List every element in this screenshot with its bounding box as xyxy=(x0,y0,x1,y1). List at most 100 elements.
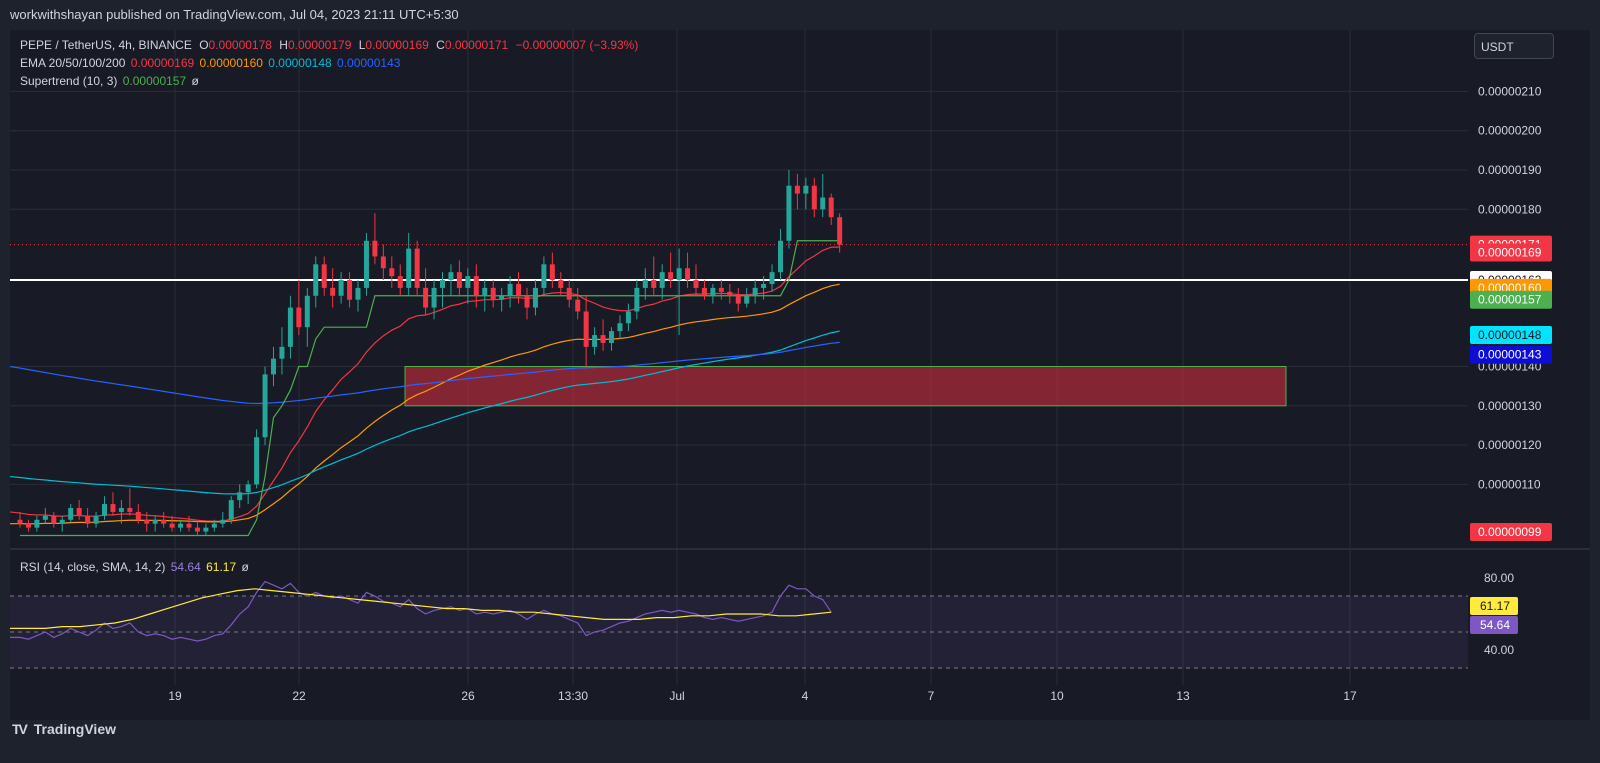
candle-up xyxy=(262,374,268,438)
candle-up xyxy=(93,515,99,524)
time-axis-label: 13 xyxy=(1176,689,1190,703)
candle-up xyxy=(465,276,471,288)
candle-down xyxy=(651,280,657,288)
time-axis-label: 26 xyxy=(461,689,475,703)
price-tick-label: 0.00000210 xyxy=(1478,84,1542,98)
ema50-line xyxy=(10,283,840,525)
candle-down xyxy=(524,295,530,308)
candle-down xyxy=(566,287,572,300)
supertrend-value: 0.00000157 xyxy=(122,74,187,88)
candle-down xyxy=(735,295,741,304)
candle-up xyxy=(744,295,750,304)
candle-up xyxy=(254,437,260,485)
candle-up xyxy=(338,280,344,296)
candle-up xyxy=(279,346,285,359)
candle-down xyxy=(549,264,555,281)
candle-down xyxy=(135,511,141,520)
candle-up xyxy=(228,500,234,520)
rsi-legend[interactable]: RSI (14, close, SMA, 14, 2) 54.64 61.17 … xyxy=(20,560,249,574)
candle-down xyxy=(169,523,175,528)
candle-down xyxy=(558,280,564,288)
candle-down xyxy=(575,299,581,312)
candle-up xyxy=(68,507,74,520)
ema50-value: 0.00000160 xyxy=(199,56,263,70)
candle-up xyxy=(609,331,614,343)
symbol-legend: PEPE / TetherUS, 4h, BINANCE O0.00000178… xyxy=(20,38,638,52)
time-axis-label: 10 xyxy=(1050,689,1064,703)
rsi-tick-label: 80.00 xyxy=(1484,571,1514,585)
candle-up xyxy=(211,523,217,528)
rsi-sma-badge-bg xyxy=(1470,597,1518,615)
footer-bar xyxy=(0,720,1600,763)
candle-down xyxy=(296,307,302,328)
candle-up xyxy=(752,287,758,296)
candle-up xyxy=(431,287,437,308)
price-badge: 0.00000099 xyxy=(1470,523,1552,541)
tradingview-logo[interactable]: TV TradingView xyxy=(12,721,116,741)
candle-up xyxy=(178,523,184,528)
candle-up xyxy=(761,283,767,288)
candle-down xyxy=(837,217,843,245)
candle-up xyxy=(237,492,243,501)
rsi-tick-label: 40.00 xyxy=(1484,643,1514,657)
candle-down xyxy=(51,515,57,524)
price-badge-bg xyxy=(1470,290,1552,309)
candle-up xyxy=(499,295,505,300)
candle-down xyxy=(85,515,91,524)
candle-up xyxy=(355,287,361,300)
candle-down xyxy=(490,287,496,300)
price-tick-label: 0.00000120 xyxy=(1478,438,1542,452)
rsi-value-badge-bg xyxy=(1470,616,1518,634)
price-tick-label: 0.00000180 xyxy=(1478,202,1542,216)
hidden-eye-icon[interactable]: ø xyxy=(191,74,199,88)
candle-down xyxy=(321,264,327,288)
time-axis-label: 13:30 xyxy=(558,689,588,703)
candle-down xyxy=(414,248,420,288)
brand-name: TradingView xyxy=(33,721,116,737)
candle-down xyxy=(423,287,429,308)
candle-up xyxy=(102,504,107,516)
candle-up xyxy=(448,272,454,281)
price-badge-label: 0.00000148 xyxy=(1478,328,1542,342)
price-badge-label: 0.00000169 xyxy=(1478,246,1542,260)
candle-down xyxy=(110,504,116,512)
rsi-hidden-icon[interactable]: ø xyxy=(241,560,249,574)
rsi-label: RSI (14, close, SMA, 14, 2) xyxy=(20,560,166,574)
candle-up xyxy=(304,295,310,328)
candle-down xyxy=(186,523,192,528)
price-badge-label: 0.00000157 xyxy=(1478,293,1542,307)
rsi-value: 54.64 xyxy=(170,560,201,574)
publish-bar: workwithshayan published on TradingView.… xyxy=(0,0,1600,30)
candle-down xyxy=(127,507,133,512)
candle-up xyxy=(287,307,293,347)
candle-down xyxy=(389,268,395,277)
time-axis-label: 7 xyxy=(928,689,935,703)
ema-legend[interactable]: EMA 20/50/100/200 0.00000169 0.00000160 … xyxy=(20,56,400,70)
candle-down xyxy=(76,507,82,516)
price-tick-label: 0.00000190 xyxy=(1478,163,1542,177)
candle-up xyxy=(617,323,623,332)
candle-down xyxy=(347,280,353,300)
change-value: −0.00000007 (−3.93%) xyxy=(515,38,639,52)
symbol-name[interactable]: PEPE / TetherUS, 4h, BINANCE xyxy=(20,38,192,52)
candle-up xyxy=(482,287,488,296)
candle-down xyxy=(17,519,23,524)
candle-down xyxy=(727,291,733,296)
price-badge: 0.00000157 xyxy=(1470,290,1552,309)
price-badge: 0.00000148 xyxy=(1470,326,1552,345)
currency-unit-button[interactable]: USDT xyxy=(1474,33,1554,59)
candle-down xyxy=(693,280,699,288)
candle-up xyxy=(245,484,251,493)
price-badge: 0.00000169 xyxy=(1470,243,1552,262)
time-axis-label: 19 xyxy=(168,689,182,703)
ema200-value: 0.00000143 xyxy=(337,56,401,70)
price-badge-label: 0.00000099 xyxy=(1478,525,1542,539)
open-label: O xyxy=(199,38,209,52)
candle-up xyxy=(363,240,369,288)
supertrend-legend[interactable]: Supertrend (10, 3) 0.00000157 ø xyxy=(20,74,199,88)
candle-up xyxy=(271,358,276,375)
time-axis-label: 22 xyxy=(292,689,306,703)
rsi-sma-value: 61.17 xyxy=(206,560,237,574)
rsi-line xyxy=(10,580,832,642)
